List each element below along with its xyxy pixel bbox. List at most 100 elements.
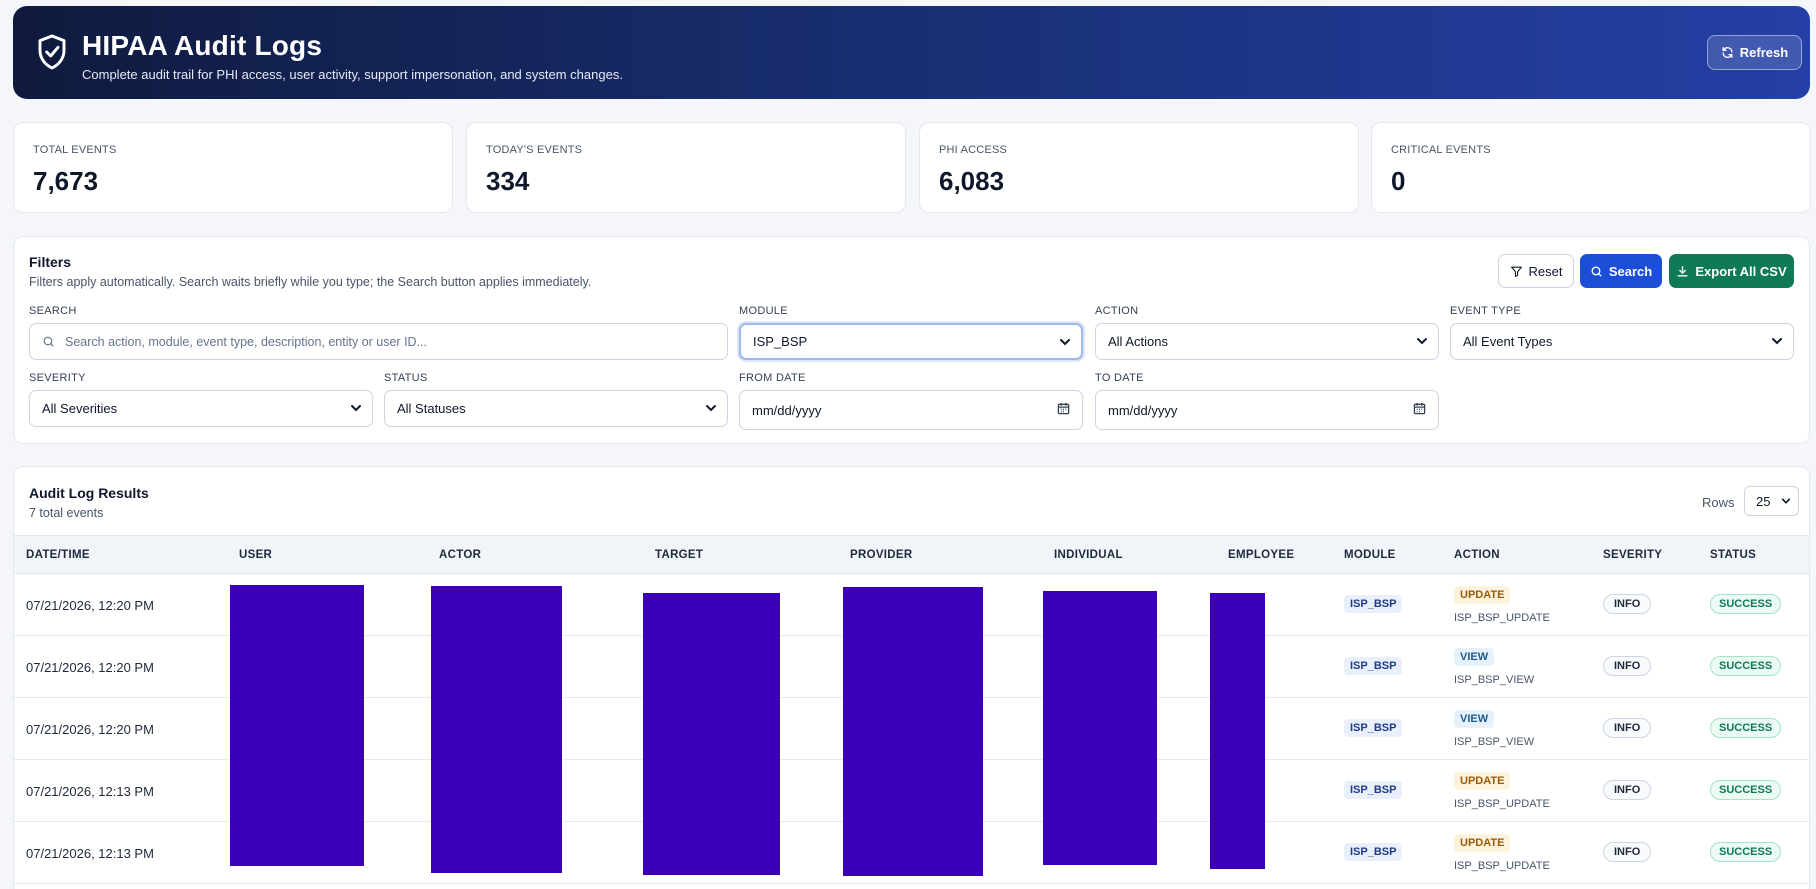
column-header-employee[interactable]: EMPLOYEE bbox=[1228, 549, 1295, 561]
action-select[interactable]: All Actions bbox=[1095, 323, 1439, 360]
row-datetime: 07/21/2026, 12:13 PM bbox=[26, 784, 154, 799]
action-detail: ISP_BSP_UPDATE bbox=[1454, 798, 1550, 810]
filters-panel: Filters Filters apply automatically. Sea… bbox=[13, 236, 1810, 444]
column-header-status[interactable]: STATUS bbox=[1710, 549, 1757, 561]
page-header: HIPAA Audit Logs Complete audit trail fo… bbox=[13, 6, 1810, 99]
rows-per-page-label: Rows bbox=[1702, 495, 1735, 510]
refresh-button[interactable]: Refresh bbox=[1707, 35, 1802, 70]
page-title: HIPAA Audit Logs bbox=[82, 30, 323, 61]
to-date-value: mm/dd/yyyy bbox=[1108, 402, 1178, 418]
status-field-label: STATUS bbox=[384, 372, 428, 384]
column-header-actor[interactable]: ACTOR bbox=[439, 549, 482, 561]
rows-per-page-value: 25 bbox=[1756, 493, 1771, 509]
redacted-provider-column bbox=[843, 587, 983, 876]
chevron-down-icon bbox=[351, 405, 361, 412]
filters-title: Filters bbox=[29, 254, 72, 270]
status-select[interactable]: All Statuses bbox=[384, 390, 728, 427]
column-header-datetime[interactable]: DATE/TIME bbox=[26, 549, 90, 561]
search-input[interactable]: Search action, module, event type, descr… bbox=[29, 323, 728, 360]
status-badge: SUCCESS bbox=[1710, 594, 1782, 614]
chevron-down-icon bbox=[1772, 338, 1782, 345]
export-csv-button[interactable]: Export All CSV bbox=[1669, 254, 1794, 288]
stat-card-phi-access: PHI ACCESS 6,083 bbox=[919, 122, 1359, 213]
severity-badge: INFO bbox=[1603, 718, 1652, 738]
stat-card-total-events: TOTAL EVENTS 7,673 bbox=[13, 122, 453, 213]
filters-description: Filters apply automatically. Search wait… bbox=[29, 275, 592, 289]
column-header-module[interactable]: MODULE bbox=[1344, 549, 1396, 561]
module-select[interactable]: ISP_BSP bbox=[739, 323, 1083, 360]
search-label: Search bbox=[1608, 263, 1653, 279]
column-header-severity[interactable]: SEVERITY bbox=[1603, 549, 1663, 561]
status-badge: SUCCESS bbox=[1710, 780, 1782, 800]
table-header: DATE/TIME USER ACTOR TARGET PROVIDER IND… bbox=[14, 535, 1809, 574]
action-detail: ISP_BSP_UPDATE bbox=[1454, 860, 1550, 872]
redacted-employee-column bbox=[1210, 593, 1265, 869]
stat-card-todays-events: TODAY'S EVENTS 334 bbox=[466, 122, 906, 213]
chevron-down-icon bbox=[706, 405, 716, 412]
event-type-field-label: EVENT TYPE bbox=[1450, 305, 1522, 317]
shield-check-icon bbox=[38, 34, 66, 70]
redacted-user-column bbox=[230, 585, 364, 866]
module-badge: ISP_BSP bbox=[1344, 657, 1403, 675]
stat-value: 6,083 bbox=[939, 166, 1005, 196]
redacted-actor-column bbox=[431, 586, 562, 873]
column-header-action[interactable]: ACTION bbox=[1454, 549, 1500, 561]
calendar-icon[interactable] bbox=[1057, 402, 1070, 415]
module-value: ISP_BSP bbox=[753, 334, 808, 349]
search-placeholder: Search action, module, event type, descr… bbox=[65, 334, 427, 349]
row-datetime: 07/21/2026, 12:13 PM bbox=[26, 846, 154, 861]
module-badge: ISP_BSP bbox=[1344, 595, 1403, 613]
action-value: All Actions bbox=[1108, 334, 1168, 349]
severity-select[interactable]: All Severities bbox=[29, 390, 373, 427]
reset-button[interactable]: Reset bbox=[1498, 254, 1574, 288]
action-detail: ISP_BSP_VIEW bbox=[1454, 736, 1535, 748]
severity-badge: INFO bbox=[1603, 780, 1652, 800]
from-date-value: mm/dd/yyyy bbox=[752, 402, 822, 418]
download-icon bbox=[1677, 265, 1688, 277]
column-header-user[interactable]: USER bbox=[239, 549, 273, 561]
export-label: Export All CSV bbox=[1695, 263, 1787, 279]
chevron-down-icon bbox=[1781, 498, 1791, 504]
calendar-icon[interactable] bbox=[1413, 402, 1426, 415]
module-badge: ISP_BSP bbox=[1344, 781, 1403, 799]
refresh-label: Refresh bbox=[1739, 45, 1789, 60]
event-type-value: All Event Types bbox=[1463, 334, 1553, 349]
redacted-individual-column bbox=[1043, 591, 1157, 865]
to-date-field-label: TO DATE bbox=[1095, 372, 1144, 384]
status-value: All Statuses bbox=[397, 401, 466, 416]
row-datetime: 07/21/2026, 12:20 PM bbox=[26, 722, 154, 737]
action-badge: VIEW bbox=[1454, 710, 1495, 728]
status-badge: SUCCESS bbox=[1710, 842, 1782, 862]
module-field-label: MODULE bbox=[739, 305, 788, 317]
event-type-select[interactable]: All Event Types bbox=[1450, 323, 1794, 360]
action-detail: ISP_BSP_VIEW bbox=[1454, 674, 1535, 686]
module-badge: ISP_BSP bbox=[1344, 843, 1403, 861]
redacted-target-column bbox=[643, 593, 780, 875]
column-header-individual[interactable]: INDIVIDUAL bbox=[1054, 549, 1123, 561]
filter-icon bbox=[1510, 266, 1522, 277]
from-date-input[interactable]: mm/dd/yyyy bbox=[739, 390, 1083, 430]
search-icon bbox=[1591, 265, 1602, 277]
action-badge: VIEW bbox=[1454, 648, 1495, 666]
severity-field-label: SEVERITY bbox=[29, 372, 86, 384]
stat-label: TODAY'S EVENTS bbox=[486, 144, 583, 156]
column-header-provider[interactable]: PROVIDER bbox=[850, 549, 913, 561]
severity-badge: INFO bbox=[1603, 594, 1652, 614]
results-panel: Audit Log Results 7 total events Rows 25… bbox=[13, 466, 1810, 889]
column-header-target[interactable]: TARGET bbox=[655, 549, 704, 561]
search-icon bbox=[43, 336, 54, 347]
chevron-down-icon bbox=[1417, 338, 1427, 345]
action-badge: UPDATE bbox=[1454, 772, 1511, 790]
to-date-input[interactable]: mm/dd/yyyy bbox=[1095, 390, 1439, 430]
refresh-icon bbox=[1722, 46, 1733, 59]
rows-per-page-select[interactable]: 25 bbox=[1744, 486, 1799, 516]
severity-value: All Severities bbox=[42, 401, 118, 416]
table-row[interactable]: 07/21/2026, 12:13 PM ISP_BSP UPDATE ISP_… bbox=[14, 822, 1809, 884]
row-datetime: 07/21/2026, 12:20 PM bbox=[26, 660, 154, 675]
stat-card-critical-events: CRITICAL EVENTS 0 bbox=[1371, 122, 1811, 213]
reset-label: Reset bbox=[1528, 263, 1563, 279]
action-field-label: ACTION bbox=[1095, 305, 1139, 317]
page-subtitle: Complete audit trail for PHI access, use… bbox=[82, 67, 623, 82]
stat-value: 7,673 bbox=[33, 166, 99, 196]
search-button[interactable]: Search bbox=[1580, 254, 1662, 288]
